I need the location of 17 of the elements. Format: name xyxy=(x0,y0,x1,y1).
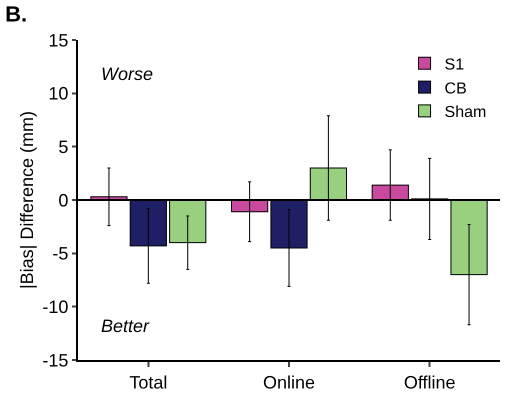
y-tick-label: -15 xyxy=(42,350,68,370)
chart-title: B. xyxy=(5,1,28,26)
x-tick-label: Total xyxy=(129,372,168,393)
x-tick-label: Online xyxy=(262,372,316,393)
y-tick-label: -5 xyxy=(52,244,68,264)
y-tick-label: -10 xyxy=(42,296,68,317)
y-tick-label: 10 xyxy=(48,84,68,104)
y-tick-label: 0 xyxy=(58,190,68,210)
legend-label: CB xyxy=(444,80,467,98)
legend-label: S1 xyxy=(444,56,464,74)
y-tick-label: 5 xyxy=(58,136,68,157)
annotation: Better xyxy=(101,316,150,336)
annotation: Worse xyxy=(101,64,154,84)
y-axis-title: |Bias| Difference (mm) xyxy=(17,110,38,290)
legend-label: Sham xyxy=(444,104,486,122)
x-tick-label: Offline xyxy=(404,372,456,393)
y-tick-label: 15 xyxy=(48,30,68,50)
